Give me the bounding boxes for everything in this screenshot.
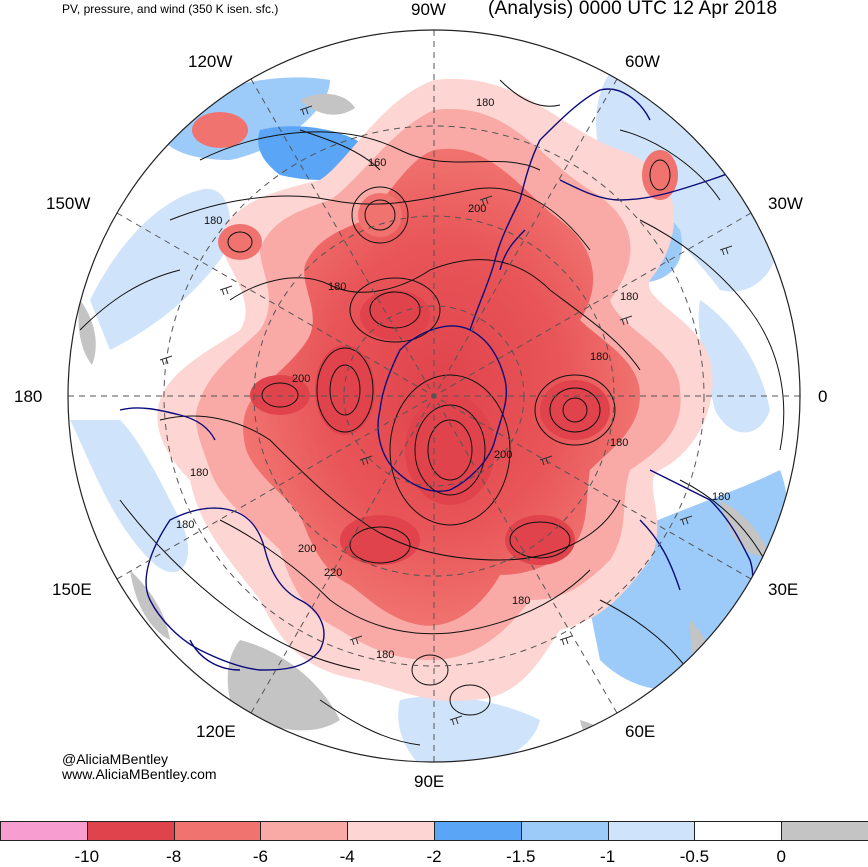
colorbar-segment: [520, 821, 609, 841]
contour-label: 200: [468, 203, 486, 215]
contour-label: 180: [204, 215, 222, 227]
colorbar-segment: [694, 821, 783, 841]
contour-label: 160: [368, 157, 386, 169]
lon-label-30w: 30W: [768, 194, 803, 213]
contour-label: 180: [176, 519, 194, 531]
colorbar: [0, 821, 868, 843]
lon-label-180: 180: [14, 387, 43, 406]
contour-label: 180: [328, 281, 346, 293]
lon-label-150w: 150W: [46, 194, 91, 213]
colorbar-segment: [347, 821, 435, 841]
colorbar-segment: [607, 821, 696, 841]
colorbar-tick-label: -1: [600, 847, 616, 866]
map-border: [67, 29, 801, 763]
credit: @AliciaMBentley www.AliciaMBentley.com: [62, 752, 217, 782]
contour-labels: 180 160 180 200 180 180 200 180 180 200 …: [176, 97, 730, 661]
lon-label-30e: 30E: [768, 580, 799, 599]
contour-label: 180: [610, 437, 628, 449]
colorbar-tick-label: 0: [776, 847, 786, 866]
colorbar-tick-label: -4: [339, 847, 355, 866]
lon-label-60e: 60E: [625, 722, 656, 741]
colorbar-segment: [173, 821, 262, 841]
contour-label: 200: [494, 449, 512, 461]
map-subtitle: PV, pressure, and wind (350 K isen. sfc.…: [62, 2, 279, 16]
contour-label: 220: [324, 567, 342, 579]
contour-label: 180: [376, 649, 394, 661]
lon-label-120w: 120W: [188, 52, 233, 71]
contour-label: 180: [476, 97, 494, 109]
polar-map: 180 160 180 200 180 180 200 180 180 200 …: [67, 29, 801, 763]
contour-label: 180: [512, 595, 530, 607]
colorbar-segment: [434, 821, 522, 841]
contour-label: 180: [620, 291, 638, 303]
contour-label: 200: [292, 373, 310, 385]
contour-label: 180: [190, 467, 208, 479]
lon-label-90w: 90W: [411, 0, 446, 19]
colorbar-tick-label: -10: [74, 847, 100, 866]
wind-barbs: [159, 105, 733, 726]
colorbar-tick-label: -0.5: [679, 847, 710, 866]
lon-label-120e: 120E: [196, 722, 236, 741]
map-title: (Analysis) 0000 UTC 12 Apr 2018: [488, 0, 778, 19]
colorbar-tick-label: -6: [252, 847, 268, 866]
colorbar-tick-label: -8: [166, 847, 182, 866]
colorbar-tick-label: -2: [426, 847, 442, 866]
credit-handle: @AliciaMBentley: [62, 751, 169, 767]
colorbar-segment: [781, 821, 868, 841]
colorbar-segment: [260, 821, 349, 841]
contour-label: 180: [712, 491, 730, 503]
contour-label: 200: [298, 543, 316, 555]
contour-label: 180: [590, 351, 608, 363]
lon-label-150e: 150E: [52, 580, 92, 599]
colorbar-segment: [0, 821, 88, 841]
credit-website: www.AliciaMBentley.com: [62, 766, 217, 782]
lon-label-0: 0: [818, 387, 828, 406]
map-disc: 180 160 180 200 180 180 200 180 180 200 …: [68, 30, 800, 762]
lon-label-90e: 90E: [414, 772, 445, 791]
colorbar-tick-label: -1.5: [506, 847, 536, 866]
colorbar-segment: [86, 821, 175, 841]
lon-label-60w: 60W: [625, 52, 660, 71]
graticule: [68, 30, 800, 762]
